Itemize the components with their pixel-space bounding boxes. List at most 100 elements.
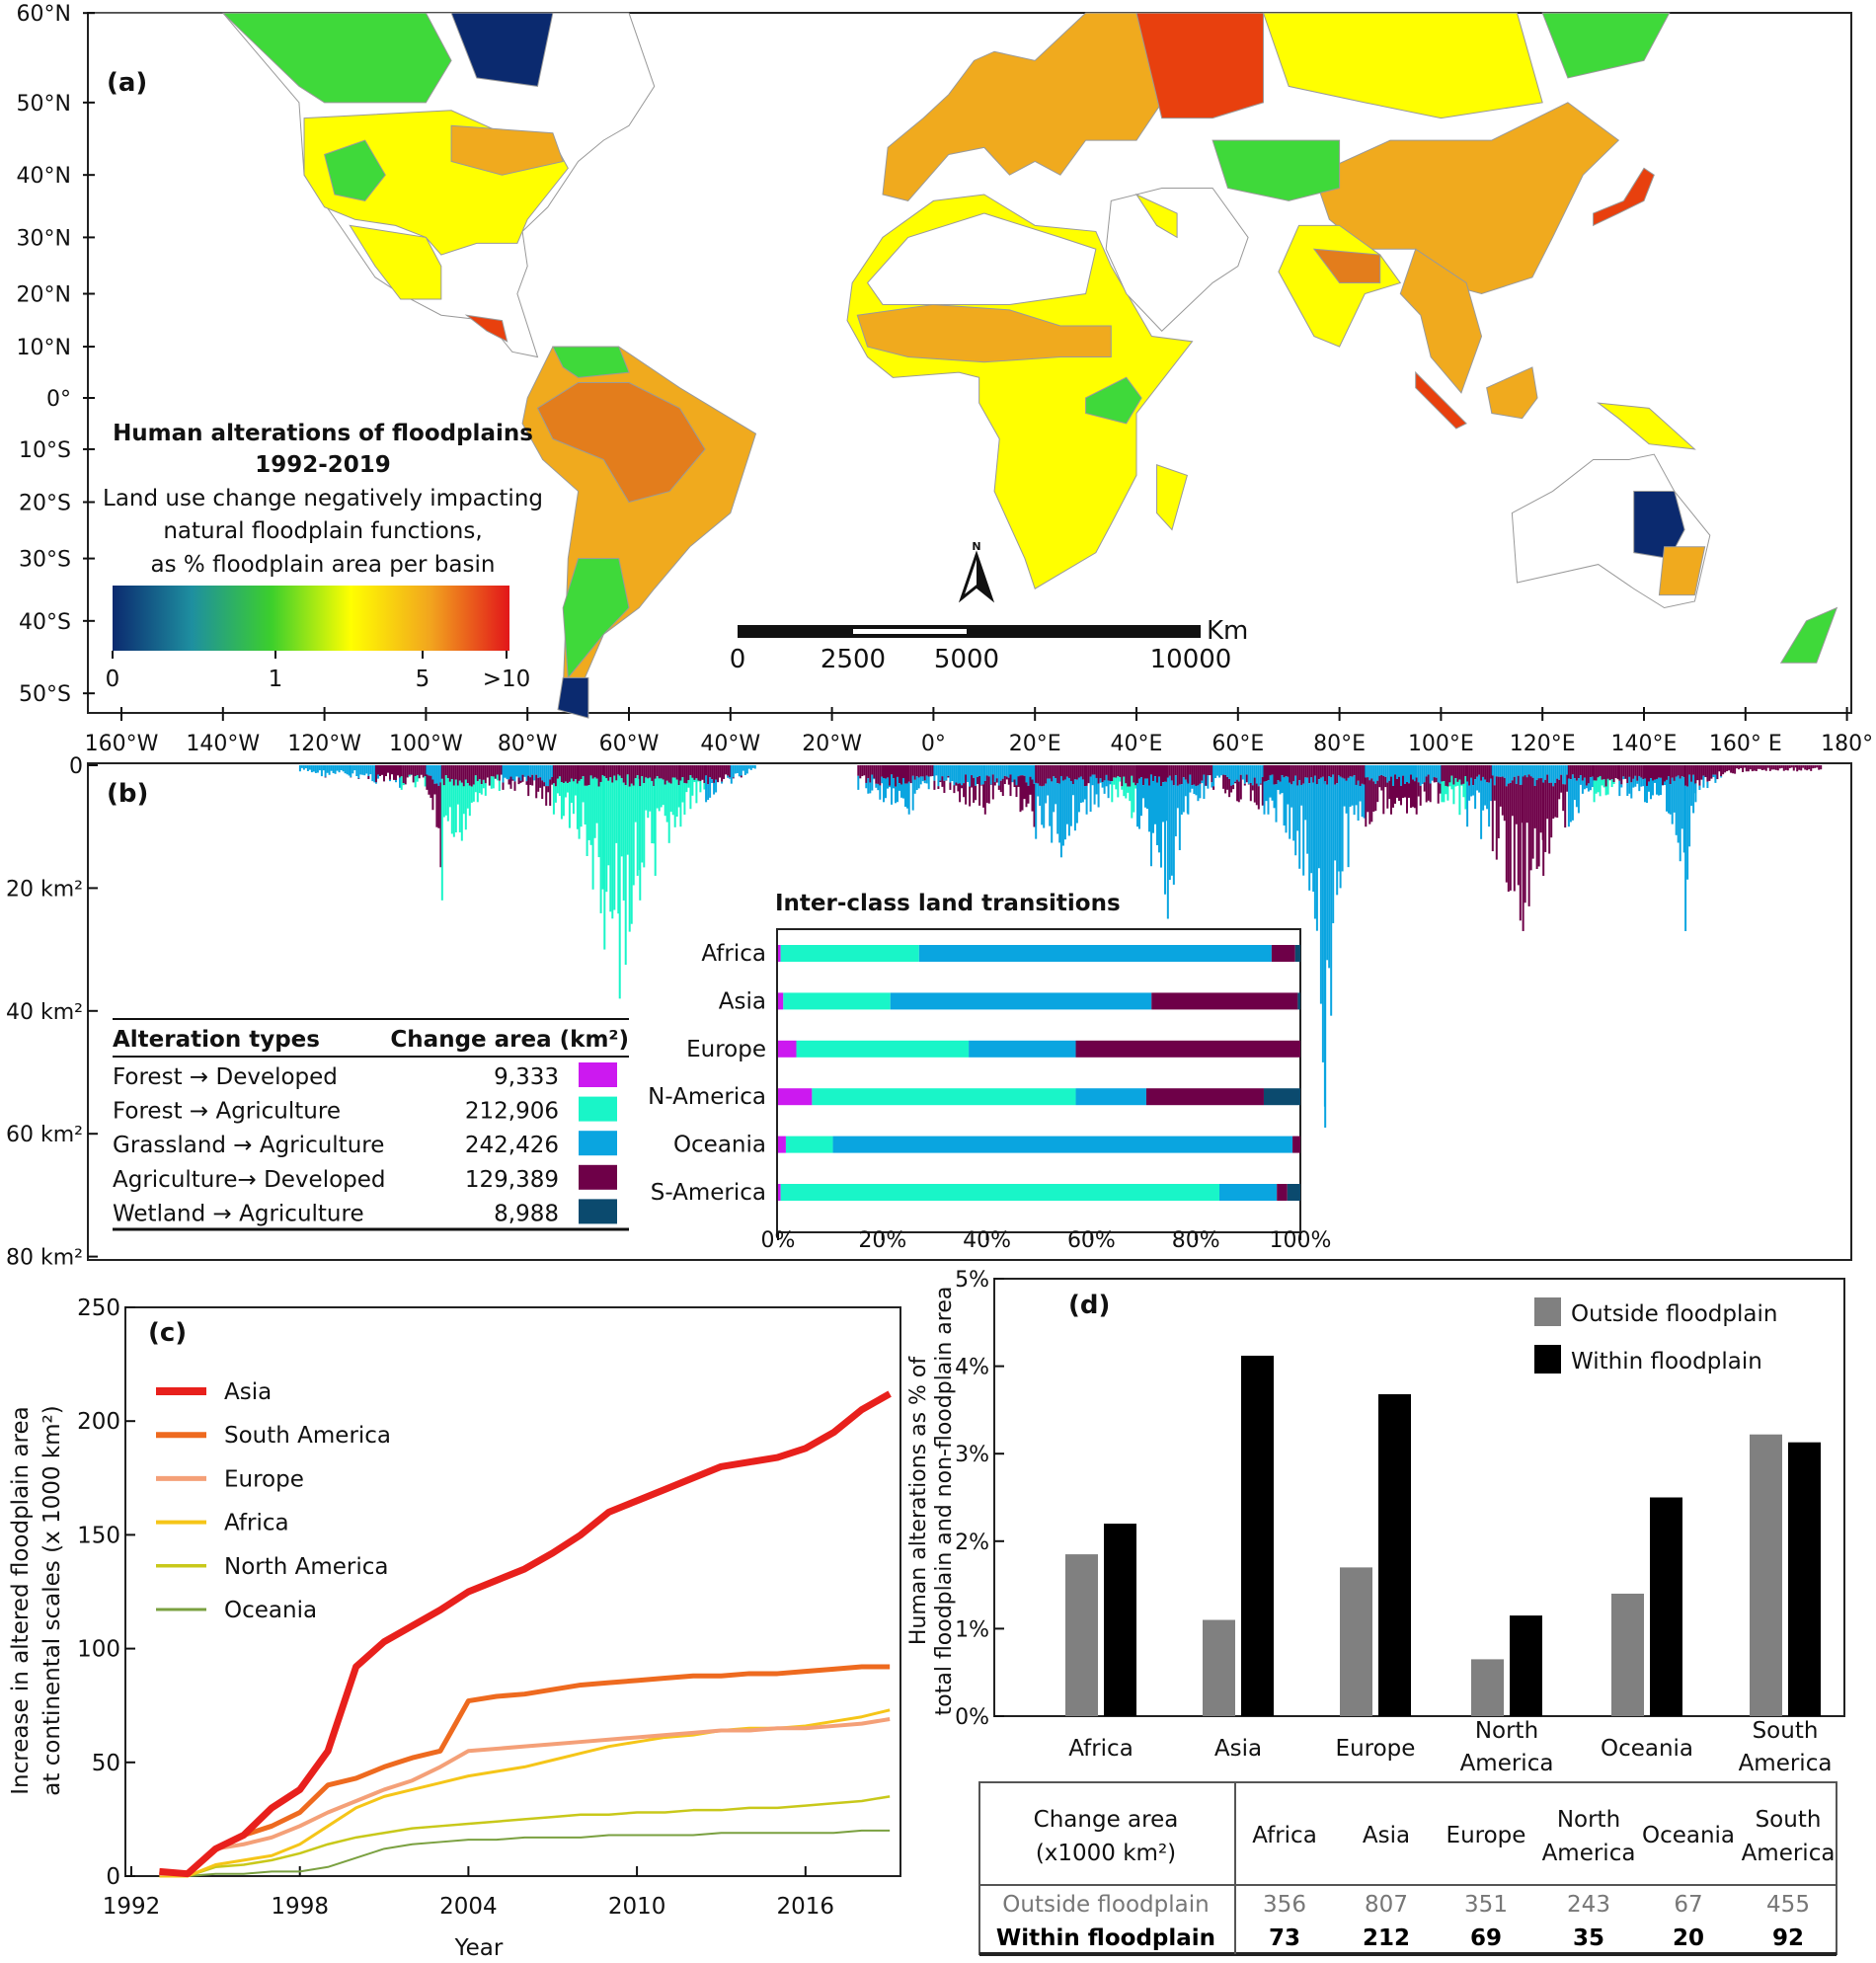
profile-bar [1067, 777, 1070, 836]
profile-bar [1277, 780, 1280, 790]
profile-bar [1396, 778, 1398, 798]
lon-label: 80°W [498, 732, 558, 756]
profile-bar-top [1626, 765, 1629, 784]
profile-bar-top [513, 765, 516, 782]
profile-bar [448, 781, 451, 808]
inset-bar-segment [783, 992, 891, 1010]
profile-bar-top [985, 765, 988, 776]
profile-bar-top [1154, 765, 1156, 777]
profile-bar-top [929, 765, 932, 777]
profile-bar-top [1766, 765, 1769, 768]
profile-bar [531, 774, 534, 786]
profile-bar-top [435, 765, 438, 784]
profile-bar [1065, 776, 1068, 824]
profile-bar-top [999, 765, 1002, 781]
profile-bar-top [628, 765, 631, 787]
profile-bar [959, 783, 962, 803]
profile-bar [667, 782, 670, 843]
profile-bar-top [1292, 765, 1295, 782]
profile-bar-top [1313, 765, 1316, 776]
profile-bar-top [574, 765, 577, 780]
profile-bar-top [1618, 765, 1621, 781]
profile-bar-top [955, 765, 958, 783]
profile-bar [1599, 775, 1602, 797]
profile-bar-top [1273, 765, 1276, 785]
profile-bar-top [1585, 765, 1588, 786]
d-category-label: Oceania [1601, 1736, 1693, 1762]
profile-bar-top [1415, 765, 1418, 778]
profile-bar [1138, 778, 1140, 829]
lon-label: 100°E [1408, 732, 1474, 756]
profile-bar-top [857, 765, 860, 776]
profile-bar [431, 779, 434, 811]
profile-bar-top [1722, 765, 1725, 775]
profile-bar [927, 776, 930, 790]
profile-bar-top [927, 765, 930, 777]
profile-bar [1015, 785, 1018, 798]
profile-bar-top [665, 765, 668, 781]
lon-label: 20°E [1009, 732, 1061, 756]
profile-bar-top [1507, 765, 1510, 784]
profile-bar [1519, 784, 1522, 921]
profile-bar [428, 775, 430, 795]
legend-swatch [579, 1199, 617, 1224]
profile-bar-top [1690, 765, 1693, 782]
table-column-header: North [1557, 1807, 1620, 1833]
profile-bar-top [1644, 765, 1646, 779]
profile-bar [933, 780, 936, 790]
profile-bar [1367, 777, 1369, 813]
profile-bar [1404, 783, 1406, 798]
profile-bar [963, 783, 966, 798]
profile-bar [1035, 782, 1038, 839]
profile-bar [1324, 781, 1327, 1128]
profile-bar-top [416, 765, 419, 775]
profile-bar-top [1632, 765, 1635, 779]
profile-bar [1160, 786, 1162, 868]
profile-bar-top [1716, 765, 1719, 780]
profile-bar-top [658, 765, 661, 779]
profile-bar-top [1148, 765, 1150, 786]
profile-bar-top [1760, 765, 1763, 771]
profile-bar [1423, 782, 1426, 792]
legend-area: 8,988 [494, 1201, 559, 1226]
profile-bar [1029, 776, 1032, 795]
lat-label: 10°N [17, 336, 71, 360]
line-europe [159, 1717, 891, 1876]
profile-bar [1548, 782, 1551, 854]
inset-bar-segment [780, 945, 919, 962]
basin-low [1212, 139, 1341, 201]
profile-bar-top [1482, 765, 1485, 777]
profile-bar [1234, 781, 1237, 784]
profile-bar-top [400, 765, 403, 777]
profile-bar-top [502, 765, 505, 783]
profile-bar-top [925, 765, 928, 776]
profile-bar [1488, 782, 1491, 827]
profile-bar-top [1724, 765, 1727, 773]
profile-bar-top [605, 765, 608, 779]
legend-area: 129,389 [465, 1167, 559, 1193]
profile-bar-top [1166, 765, 1169, 778]
profile-bar-top [711, 765, 714, 780]
profile-bar-top [689, 765, 692, 776]
bar-outside [1611, 1593, 1644, 1716]
legend-desc-3: as % floodplain area per basin [151, 552, 496, 578]
profile-bar [1075, 779, 1078, 824]
profile-bar-top [1347, 765, 1350, 778]
d-category-label: South [1753, 1718, 1819, 1744]
basin-lowest [450, 12, 554, 87]
profile-bar-top [1271, 765, 1274, 775]
profile-bar [1688, 774, 1691, 847]
profile-bar-top [1321, 765, 1324, 777]
profile-bar-top [1495, 765, 1498, 777]
profile-bar-top [1573, 765, 1576, 779]
profile-bar-top [1782, 765, 1785, 771]
profile-bar-top [885, 765, 887, 779]
table-cell: 69 [1470, 1925, 1502, 1951]
profile-bar [985, 775, 988, 804]
profile-bar [1347, 777, 1350, 868]
profile-bar [1144, 778, 1146, 808]
legend-label: Europe [224, 1466, 304, 1492]
profile-bar-top [1142, 765, 1144, 786]
profile-bar [466, 783, 469, 809]
profile-bar [703, 783, 706, 790]
